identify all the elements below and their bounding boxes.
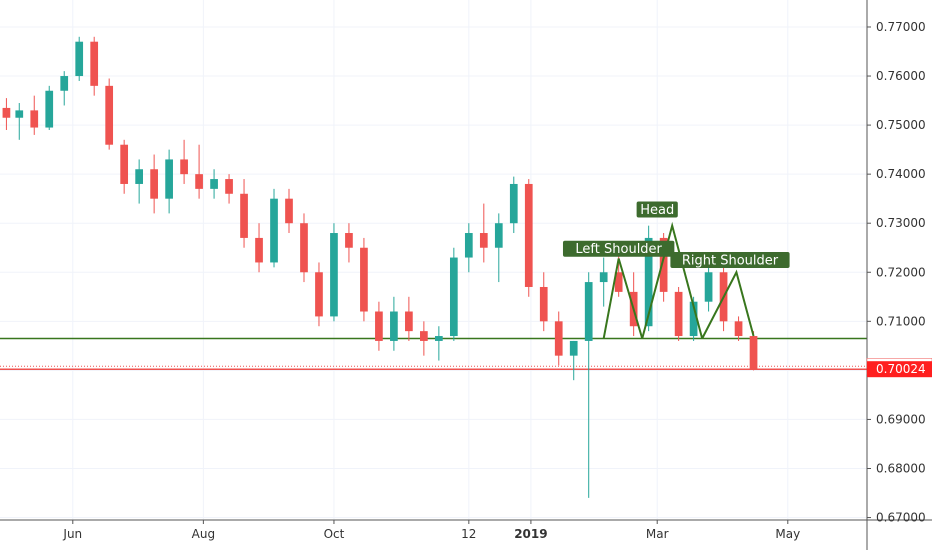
candle-body xyxy=(599,272,608,283)
x-tick-label: Aug xyxy=(192,527,215,541)
candle-body xyxy=(345,233,353,248)
x-tick-label: Jun xyxy=(62,527,82,541)
y-tick-label: 0.71000 xyxy=(876,314,926,328)
horizontal-lines xyxy=(0,337,867,370)
annotations: Left Shoulder Head Right Shoulder xyxy=(562,201,790,269)
candle-body xyxy=(524,183,533,287)
annotation-label: Right Shoulder xyxy=(670,252,790,269)
annotation-label: Head xyxy=(636,201,678,218)
y-tick-label: 0.67000 xyxy=(876,511,926,525)
candle-body xyxy=(509,183,518,224)
x-tick-label: Oct xyxy=(324,527,345,541)
candle-body xyxy=(225,179,233,194)
candle-body xyxy=(749,336,758,370)
candle-body xyxy=(300,223,308,273)
candle-body xyxy=(405,311,413,332)
candle-body xyxy=(494,223,503,248)
candle-body xyxy=(255,237,263,263)
y-tick-label: 0.68000 xyxy=(876,461,926,475)
candle-body xyxy=(135,169,144,184)
annotation-text: Left Shoulder xyxy=(575,242,662,257)
candle-body xyxy=(165,159,173,199)
candle-body xyxy=(659,237,668,292)
candle-body xyxy=(434,336,443,341)
candle-body xyxy=(105,85,114,145)
price-label-text: 0.70024 xyxy=(876,362,926,376)
annotation-box xyxy=(636,201,678,218)
candle-body xyxy=(704,272,713,302)
candle-body xyxy=(210,179,218,189)
candle-body xyxy=(150,169,158,199)
price-label: 0.70024 xyxy=(867,361,932,378)
y-tick-label: 0.75000 xyxy=(876,118,926,132)
candle-body xyxy=(195,174,203,189)
candle-body xyxy=(674,291,683,337)
candle-body xyxy=(539,286,548,322)
candle-body xyxy=(315,272,323,317)
candle-body xyxy=(60,76,69,91)
x-tick-label: 12 xyxy=(461,527,476,541)
candle-body xyxy=(464,233,473,258)
candle-body xyxy=(734,321,743,337)
price-label-box xyxy=(867,361,932,378)
candle-body xyxy=(614,272,623,292)
annotation-box xyxy=(670,252,790,268)
annotation-box xyxy=(562,240,675,257)
candle-body xyxy=(30,110,39,128)
x-tick-label: May xyxy=(775,527,800,541)
candles xyxy=(2,36,758,498)
x-tick-label: 2019 xyxy=(514,527,547,541)
candle-body xyxy=(584,282,593,341)
candle-body xyxy=(390,311,398,341)
candle-body xyxy=(375,311,383,341)
x-tick-label: Mar xyxy=(646,527,669,541)
candle-body xyxy=(449,257,458,337)
candle-body xyxy=(270,198,278,263)
pattern-line xyxy=(641,221,704,339)
annotation-label: Left Shoulder xyxy=(562,240,675,257)
y-tick-label: 0.76000 xyxy=(876,69,926,83)
candle-body xyxy=(420,331,428,341)
pattern-line xyxy=(602,258,644,339)
pattern-line xyxy=(701,269,755,339)
y-tick-label: 0.77000 xyxy=(876,20,926,34)
y-tick-label: 0.74000 xyxy=(876,167,926,181)
annotation-text: Head xyxy=(640,203,674,218)
candle-body xyxy=(15,110,24,118)
candle-body xyxy=(75,41,84,77)
pattern-lines xyxy=(602,221,755,339)
candle-body xyxy=(285,198,293,224)
candle-body xyxy=(479,233,488,248)
candle-body xyxy=(644,237,653,327)
candle-body xyxy=(2,107,11,118)
candle-body xyxy=(330,233,338,317)
annotation-text: Right Shoulder xyxy=(682,254,779,269)
candle-body xyxy=(180,159,188,175)
candle-body xyxy=(360,247,368,312)
candle-body xyxy=(120,144,129,184)
y-tick-label: 0.69000 xyxy=(876,412,926,426)
candle-body xyxy=(569,340,578,356)
candle-body xyxy=(45,90,54,128)
y-tick-label: 0.73000 xyxy=(876,216,926,230)
y-tick-label: 0.72000 xyxy=(876,265,926,279)
candle-body xyxy=(689,301,698,337)
candle-body xyxy=(90,41,99,86)
candle-body xyxy=(554,321,563,356)
candle-body xyxy=(240,193,248,238)
